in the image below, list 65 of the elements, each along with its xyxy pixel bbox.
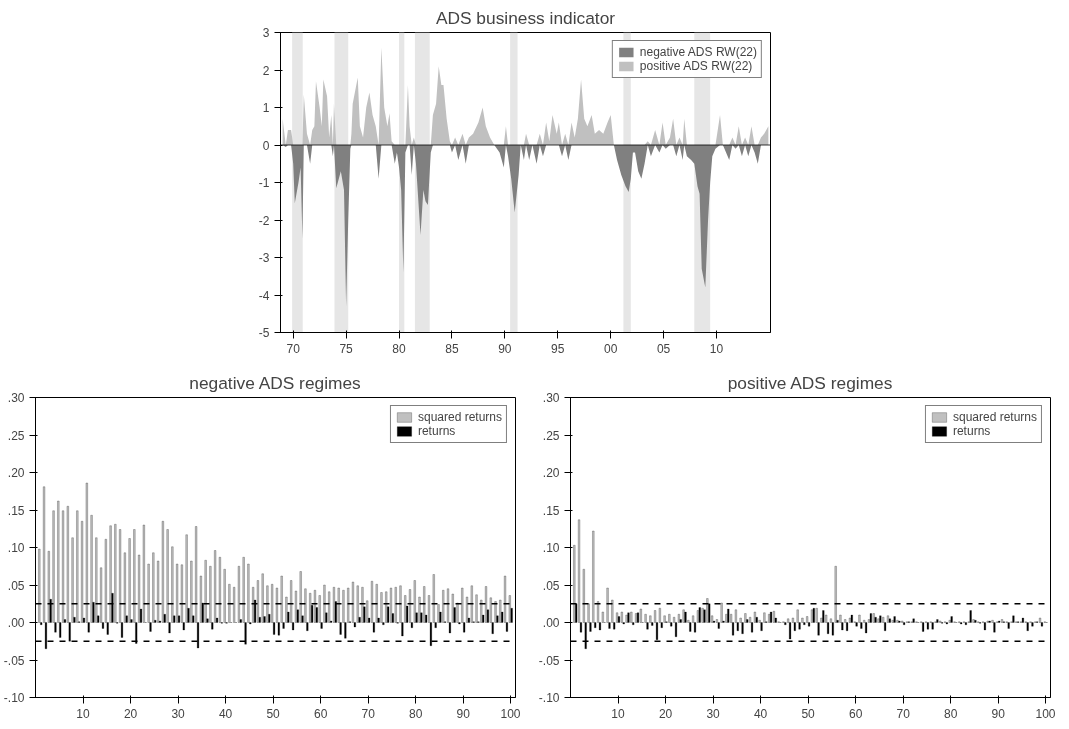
y-tick-label: -4	[258, 288, 270, 303]
x-tick-label: 100	[1035, 706, 1056, 721]
x-tick-label: 30	[171, 706, 186, 721]
x-tick-label: 75	[339, 341, 354, 356]
y-tick-label: -1	[258, 176, 270, 190]
y-tick-label: -.05	[3, 653, 25, 668]
x-tick-label: 60	[848, 706, 863, 721]
x-tick-label: 30	[706, 706, 721, 721]
x-tick-label: 40	[753, 706, 768, 721]
x-tick-label: 20	[123, 706, 138, 721]
y-tick-label: -2	[258, 213, 270, 228]
x-tick-label: 90	[498, 341, 512, 356]
y-tick-label: .25	[7, 428, 25, 443]
x-tick-label: 50	[266, 706, 281, 721]
y-tick-label: .10	[7, 541, 25, 555]
legend-label: squared returns	[417, 410, 502, 424]
chart-title: ADS business indicator	[435, 7, 616, 28]
x-tick-label: 00	[604, 341, 618, 356]
x-tick-label: 60	[313, 706, 328, 721]
x-tick-label: 70	[361, 706, 376, 721]
x-tick-label: 90	[991, 706, 1006, 721]
y-tick-label: .25	[542, 428, 560, 443]
x-tick-label: 40	[218, 706, 233, 721]
y-tick-label: .30	[7, 391, 25, 405]
x-tick-label: 70	[286, 341, 301, 356]
y-tick-label: 1	[262, 101, 270, 115]
y-tick-label: -3	[258, 251, 270, 265]
y-tick-label: 3	[262, 26, 270, 40]
x-tick-label: 10	[709, 341, 724, 356]
x-tick-label: 05	[656, 341, 671, 356]
x-tick-label: 90	[456, 706, 471, 721]
legend-label: positive ADS RW(22)	[639, 59, 753, 73]
y-tick-label: .15	[542, 503, 560, 518]
legend-label: returns	[417, 424, 456, 438]
y-tick-label: .20	[542, 466, 560, 480]
y-tick-label: -.05	[538, 653, 560, 668]
y-tick-label: .30	[542, 391, 560, 405]
x-tick-label: 70	[896, 706, 911, 721]
x-tick-label: 50	[801, 706, 816, 721]
y-tick-label: 2	[262, 63, 270, 78]
x-tick-label: 85	[445, 341, 459, 356]
y-tick-label: .00	[7, 616, 25, 630]
x-tick-label: 95	[551, 341, 565, 356]
x-tick-label: 10	[611, 706, 626, 721]
y-tick-label: -.10	[538, 691, 560, 705]
chart-title: positive ADS regimes	[727, 372, 893, 393]
legend-label: negative ADS RW(22)	[639, 45, 757, 59]
y-tick-label: .20	[7, 466, 25, 480]
y-tick-label: .00	[542, 616, 560, 630]
y-tick-label: .05	[542, 578, 560, 593]
y-tick-label: -.10	[3, 691, 25, 705]
x-tick-label: 80	[944, 706, 958, 721]
x-tick-label: 10	[76, 706, 91, 721]
chart-title: negative ADS regimes	[189, 372, 362, 393]
x-tick-label: 20	[658, 706, 673, 721]
x-tick-label: 100	[500, 706, 521, 721]
y-tick-label: -5	[258, 326, 270, 340]
legend-label: returns	[952, 424, 991, 438]
y-tick-label: 0	[262, 138, 270, 153]
y-tick-label: .15	[7, 503, 25, 518]
y-tick-label: .05	[7, 578, 25, 593]
legend-label: squared returns	[952, 410, 1037, 424]
y-tick-label: .10	[542, 541, 560, 555]
x-tick-label: 80	[409, 706, 423, 721]
x-tick-label: 80	[392, 341, 407, 356]
